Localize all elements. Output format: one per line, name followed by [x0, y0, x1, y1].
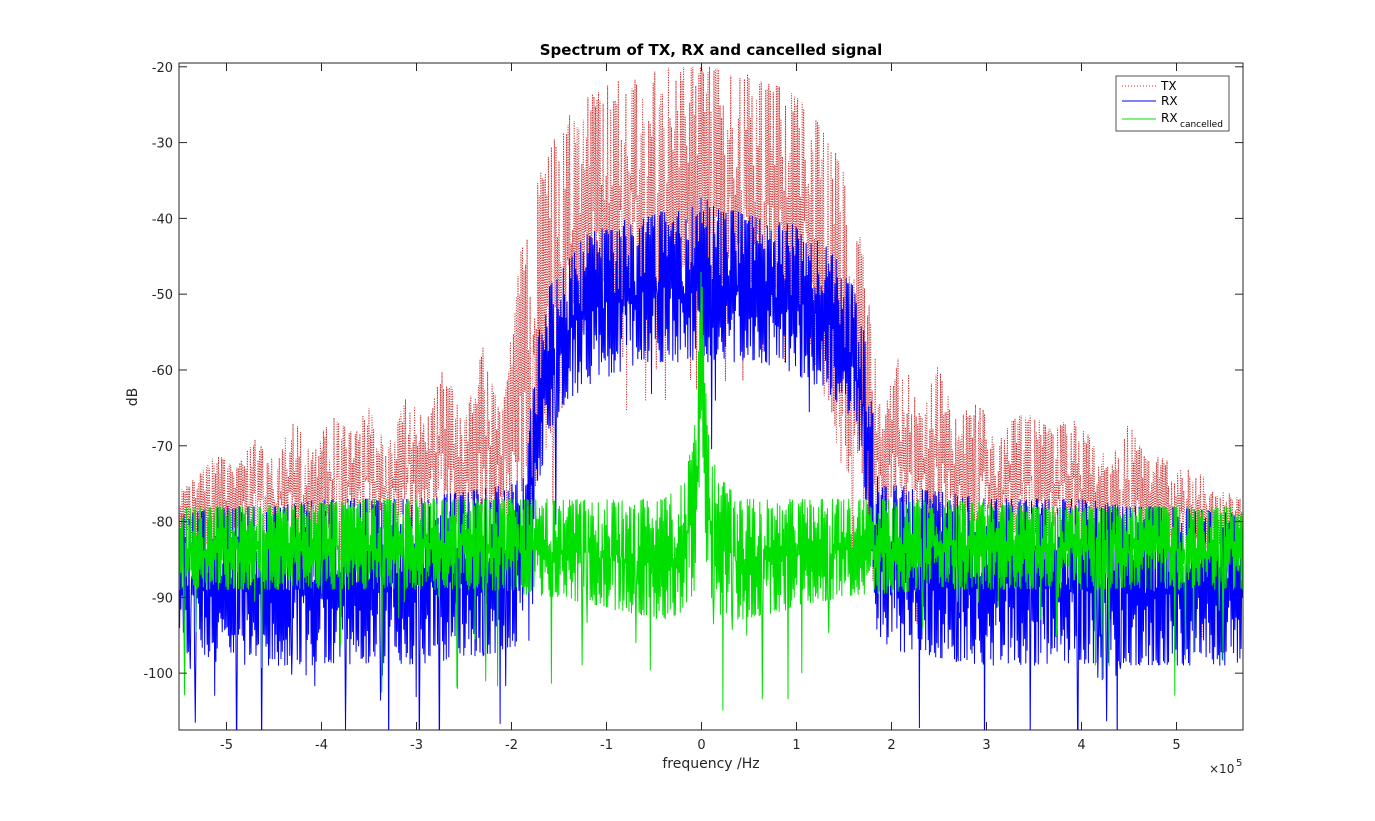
- axes-box: [178, 62, 1244, 731]
- x-tick-label: 5: [1172, 738, 1180, 753]
- legend-tx-label: TX: [1160, 79, 1177, 93]
- x-tick-label: 1: [792, 738, 800, 753]
- x-tick-label: 0: [697, 738, 705, 753]
- series-line-tx: [179, 66, 1243, 642]
- y-axis-ticks: -100 -90 -80 -70 -60 -50 -40 -30 -20: [143, 61, 1243, 682]
- y-tick-label: -60: [152, 364, 173, 379]
- x-tick-label: -2: [505, 738, 518, 753]
- y-tick-label: -50: [152, 288, 173, 303]
- legend-box: [1115, 75, 1230, 132]
- x-tick-label: -4: [315, 738, 328, 753]
- legend-rx-label: RX: [1161, 94, 1178, 108]
- series-line-rx: [179, 197, 1243, 730]
- legend-rx-cancelled-subscript: cancelled: [1180, 120, 1223, 130]
- y-tick-label: -80: [152, 516, 173, 531]
- y-tick-label: -30: [152, 137, 173, 152]
- plot-area: [179, 66, 1243, 730]
- legend[interactable]: TX RX RX cancelled: [1115, 75, 1230, 132]
- x-tick-label: -1: [600, 738, 613, 753]
- y-tick-label: -70: [152, 440, 173, 455]
- y-tick-label: -90: [152, 591, 173, 606]
- y-tick-label: -40: [152, 212, 173, 227]
- y-axis-label: dB: [125, 388, 141, 407]
- chart-title: Spectrum of TX, RX and cancelled signal: [540, 41, 883, 59]
- x-exponent-power: 5: [1236, 758, 1242, 769]
- series-line-rx-cancelled: [179, 271, 1243, 711]
- x-axis-label: frequency /Hz: [662, 756, 759, 772]
- x-tick-label: 4: [1077, 738, 1085, 753]
- x-tick-label: 3: [982, 738, 990, 753]
- x-axis-ticks: -5 -4 -3 -2 -1 0 1 2 3 4 5: [220, 63, 1181, 753]
- x-exponent-base: ×10: [1209, 762, 1234, 776]
- x-tick-label: -3: [410, 738, 423, 753]
- x-axis-exponent: ×10 5: [1209, 758, 1242, 776]
- y-tick-label: -100: [143, 667, 173, 682]
- legend-rx-cancelled-label: RX: [1161, 111, 1178, 125]
- x-tick-label: -5: [220, 738, 233, 753]
- x-tick-label: 2: [887, 738, 895, 753]
- y-tick-label: -20: [152, 61, 173, 76]
